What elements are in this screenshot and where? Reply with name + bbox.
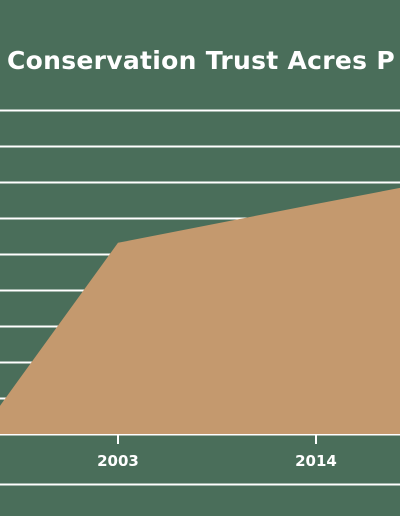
area-series [0,187,400,434]
x-tick-label: 2014 [295,452,337,470]
x-tick-label: 2003 [97,452,139,470]
chart-title: Conservation Trust Acres P [7,46,395,75]
